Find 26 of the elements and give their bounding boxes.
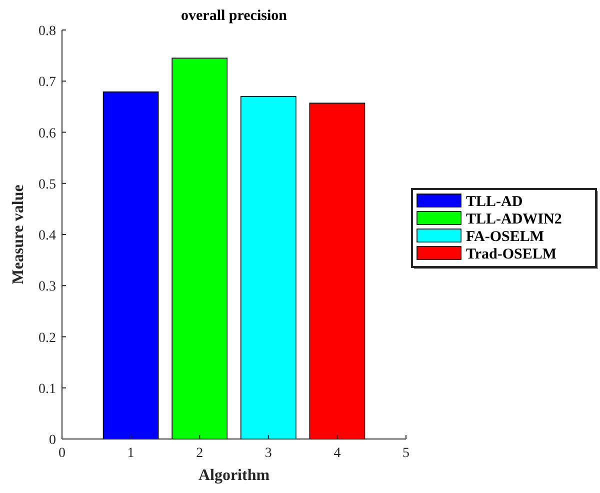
y-tick-label: 0.1 (38, 382, 56, 397)
x-tick-label: 3 (264, 446, 272, 461)
bar (172, 58, 228, 440)
x-tick-label: 0 (58, 446, 66, 461)
y-tick-label: 0.2 (38, 330, 56, 346)
y-tick-label: 0.8 (38, 24, 56, 39)
chart-title: overall precision (181, 8, 288, 24)
x-tick-label: 5 (402, 446, 410, 461)
y-tick-label: 0.3 (38, 280, 56, 295)
legend-label: Trad-OSELM (466, 246, 557, 262)
x-tick-label: 4 (334, 446, 341, 461)
legend-label: TLL-ADWIN2 (466, 212, 562, 228)
y-tick-label: 0.6 (38, 126, 56, 142)
y-tick-label: 0.7 (38, 75, 56, 90)
bar (309, 102, 366, 440)
x-axis-title: Algorithm (198, 467, 270, 484)
y-tick-label: 0 (49, 433, 56, 448)
legend-label: TLL-AD (466, 194, 523, 210)
legend-label: FA-OSELM (466, 229, 544, 245)
y-tick-label: 0.4 (38, 228, 56, 244)
bar (102, 91, 159, 440)
y-tick-label: 0.5 (38, 177, 56, 192)
x-tick-label: 2 (196, 446, 204, 461)
x-tick-label: 1 (127, 446, 134, 461)
y-axis-title: Measure value (10, 184, 27, 284)
bar (240, 96, 296, 440)
